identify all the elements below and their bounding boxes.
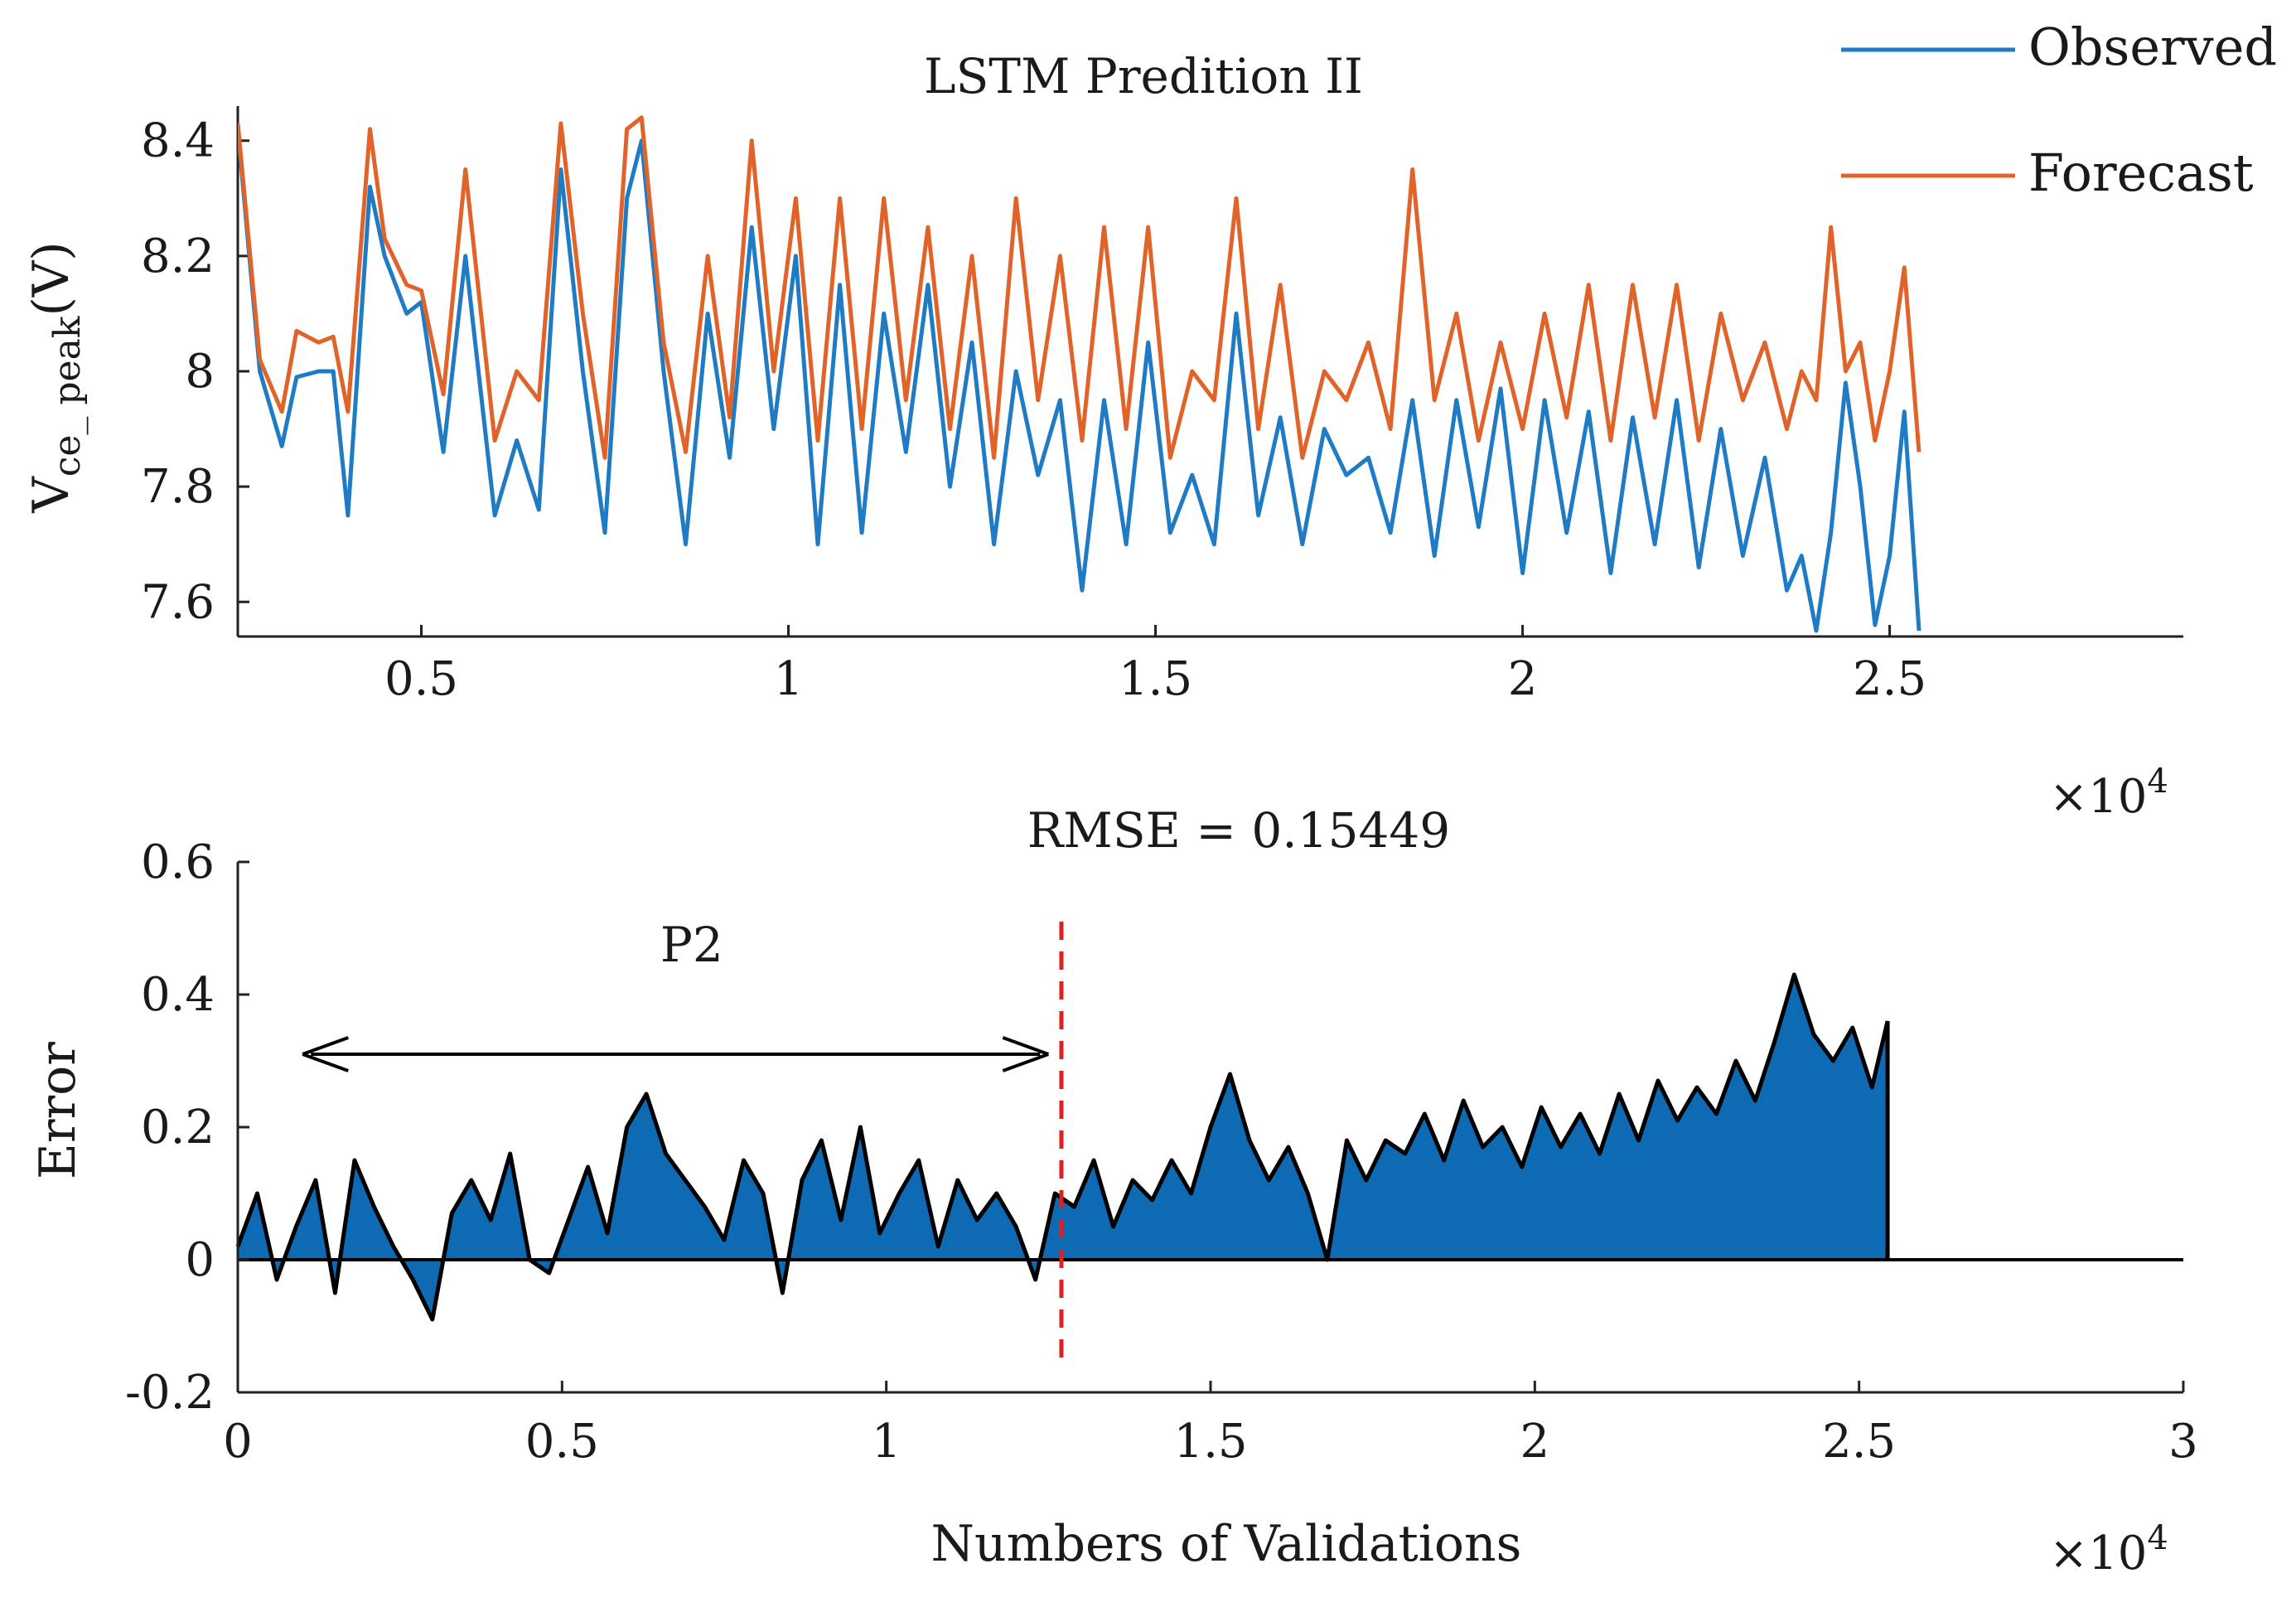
bottom-x-tick-label: 0.5 [525, 1415, 599, 1469]
bottom-x-tick-label: 2.5 [1822, 1415, 1896, 1469]
top-y-tick-label: 8.2 [141, 230, 215, 283]
top-x-multiplier-exp: 4 [2147, 762, 2168, 801]
top-chart-title: LSTM Predition II [924, 48, 1363, 104]
bottom-y-tick-label: -0.2 [125, 1366, 215, 1420]
error-area-fill [238, 975, 1888, 1319]
top-x-tick-label: 1.5 [1119, 652, 1192, 706]
p2-arrow-left-head [302, 1036, 349, 1072]
top-x-tick-label: 1 [774, 652, 804, 706]
legend-forecast-label: Forecast [2028, 143, 2254, 203]
bottom-x-multiplier: ×104 [2049, 1519, 2168, 1580]
top-x-tick-label: 2.5 [1853, 652, 1926, 706]
p2-arrow-right-head [1002, 1036, 1050, 1072]
top-ylabel-main: V [22, 476, 80, 514]
top-chart: LSTM Predition II Observed Forecast Vce_… [22, 17, 2277, 824]
bottom-x-tick-label: 3 [2168, 1415, 2198, 1469]
top-y-tick-label: 7.8 [141, 460, 215, 514]
bottom-x-tick-label: 1 [872, 1415, 901, 1469]
bottom-x-multiplier-exp: 4 [2147, 1519, 2168, 1557]
top-chart-ylabel: Vce_ peak(V) [22, 241, 89, 513]
bottom-chart: RMSE = 0.15449 Error Numbers of Validati… [29, 802, 2198, 1580]
top-y-tick-label: 8 [185, 345, 215, 399]
bottom-chart-ylabel: Error [29, 1042, 87, 1179]
bottom-y-tick-label: 0 [185, 1233, 215, 1287]
forecast-series-line [238, 115, 1921, 460]
top-x-tick-label: 2 [1508, 652, 1538, 706]
bottom-chart-xlabel: Numbers of Validations [931, 1515, 1522, 1573]
top-ylabel-sub: ce_ peak [46, 316, 89, 477]
bottom-chart-title: RMSE = 0.15449 [1027, 802, 1450, 859]
top-x-multiplier-base: ×10 [2049, 770, 2147, 824]
observed-series-line [238, 128, 1921, 633]
bottom-x-tick-label: 0 [223, 1415, 253, 1469]
bottom-x-tick-label: 1.5 [1173, 1415, 1247, 1469]
p2-label: P2 [660, 917, 723, 973]
bottom-y-tick-label: 0.4 [141, 968, 215, 1022]
error-series-line [235, 972, 1890, 1322]
top-chart-plot: 0.5 1 1.5 2 2.5 7.6 7.8 8 8.2 8.4 [141, 106, 2183, 706]
bottom-x-tick-label: 2 [1520, 1415, 1550, 1469]
bottom-y-tick-label: 0.6 [141, 835, 215, 889]
bottom-x-multiplier-base: ×10 [2049, 1527, 2147, 1580]
bottom-y-tick-label: 0.2 [141, 1101, 215, 1154]
bottom-chart-plot: 0 0.5 1 1.5 2 2.5 3-0.200.20.40.6P2 [125, 835, 2198, 1469]
top-x-multiplier: ×104 [2049, 762, 2168, 824]
legend-observed-label: Observed [2028, 17, 2277, 77]
top-x-tick-label: 0.5 [384, 652, 458, 706]
legend: Observed Forecast [1841, 17, 2277, 203]
top-y-tick-label: 7.6 [141, 575, 215, 629]
top-ylabel-unit: (V) [22, 241, 80, 316]
top-y-tick-label: 8.4 [141, 114, 215, 168]
